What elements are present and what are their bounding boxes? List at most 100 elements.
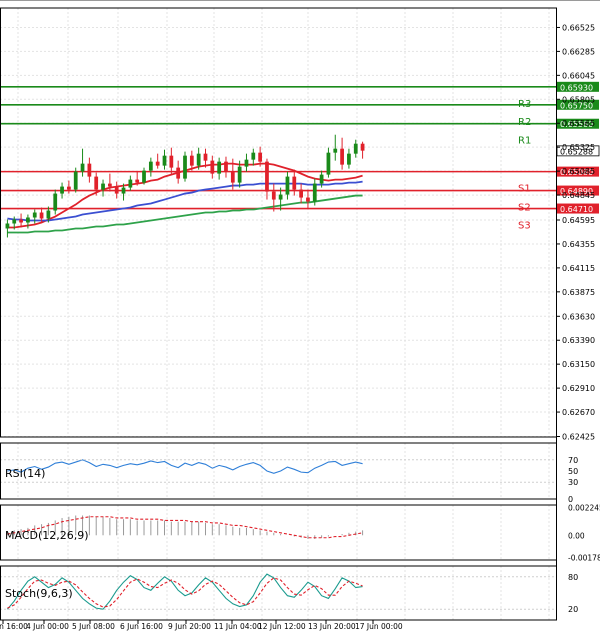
candle-body [53,193,58,211]
level-price-tag [557,185,599,196]
last-price-tag [556,145,600,157]
level-price-tag [557,118,599,129]
price-tick-label: 0.62910 [562,384,595,393]
candle-body [292,176,297,190]
price-tick-label: 0.65565 [562,119,595,128]
panel-frames [0,0,600,621]
panel-frame-price [0,7,557,438]
candle-body [196,153,201,166]
price-tick-label: 0.63390 [562,336,595,345]
rsi-tick-label: 30 [568,478,578,487]
level-name-r1: R1 [518,136,531,147]
price-tick-label: 0.65085 [562,167,595,176]
level-price-label: 0.65930 [560,83,593,92]
candle-body [5,223,10,229]
candle-body [278,194,283,200]
candle-body [26,217,30,223]
time-axis-label: 4 Jun 00:00 [26,622,69,631]
candles [5,134,365,238]
candle-body [80,163,85,172]
price-tick-label: 0.64595 [562,216,595,225]
last-price-label: 0.65288 [560,147,593,156]
candle-body [353,143,358,154]
candle-body [258,152,263,162]
level-price-label: 0.65750 [560,101,593,110]
moving-average-line-2 [7,180,363,222]
candle-body [60,186,64,194]
price-tick-label: 0.66525 [562,23,595,32]
level-price-label: 0.64890 [560,187,593,196]
stoch-signal-line [7,577,363,609]
candle-body [67,186,71,190]
time-axis-label: 12 Jun 12:00 [258,622,306,631]
macd-tick-label: -0.001786 [568,553,600,562]
labels: RSI(14) MACD(12,26,9) Stoch(9,6,3) [5,467,89,600]
candle-body [265,161,269,192]
candle-body [87,163,92,177]
level-price-tag [557,166,599,177]
candle-body [155,161,160,166]
panel-frame-rsi [0,442,557,500]
price-tick-label: 0.64845 [562,191,595,200]
pivot-levels: R30.65930R20.65750R10.65560S10.65080S20.… [0,81,599,232]
level-name-r2: R2 [518,117,531,128]
candle-body [333,148,338,153]
candle-body [251,152,256,160]
candle-body [340,148,344,165]
candle-body [19,219,23,223]
time-axis-label: 5 Jun 08:00 [72,622,115,631]
candle-body [101,183,105,190]
macd-title: MACD(12,26,9) [5,529,89,542]
candle-body [217,161,222,174]
candle-body [148,161,153,171]
moving-average-line-3 [7,194,363,234]
candle-body [299,189,303,198]
time-axis-label: 13 Jun 20:00 [308,622,356,631]
level-name-s3: S3 [518,221,531,232]
candle-body [312,183,317,202]
candle-body [230,171,235,183]
level-price-label: 0.65080 [560,168,593,177]
rsi-line [7,459,363,474]
candle-body [210,160,215,174]
candle-body [203,153,208,161]
candle-body [142,170,146,183]
candle-body [176,167,181,179]
level-price-tag [557,81,599,92]
candle-body [107,183,112,187]
rsi-title: RSI(14) [5,467,45,480]
rsi-tick-label: 70 [568,456,578,465]
candle-body [12,219,17,224]
time-axis-label: 17 Jun 00:00 [355,622,403,631]
candle-body [121,187,126,194]
candle-body [244,159,249,167]
indicators [0,459,556,610]
level-price-tag [557,99,599,110]
candle-body [135,179,140,183]
grid [0,8,556,620]
time-axis-label: 11 Jun 04:00 [214,622,262,631]
macd-signal-line [7,516,363,539]
candle-body [94,176,99,190]
macd-tick-label: 0.002245 [568,504,600,513]
candle-body [319,174,324,184]
stoch-tick-label: 20 [568,605,578,614]
price-tick-label: 0.66285 [562,47,595,56]
price-tick-label: 0.63630 [562,312,595,321]
macd-tick-label: 0.00 [568,531,585,540]
price-tick-label: 0.62670 [562,408,595,417]
axes: 0.65288 0.66525 0.66285 0.66045 0.65805 0.655… [0,23,600,631]
candle-body [114,186,119,194]
price-tick-label: 0.63150 [562,360,595,369]
level-name-s1: S1 [518,184,531,195]
candle-body [169,155,174,168]
level-price-label: 0.64710 [560,205,593,214]
stoch-tick-label: 80 [568,573,578,582]
price-tick-label: 0.64355 [562,240,595,249]
stoch-main-line [6,573,363,610]
price-tick-label: 0.63875 [562,288,595,297]
time-axis-label: 6 Jun 16:00 [120,622,163,631]
rsi-tick-label: 50 [568,467,578,476]
